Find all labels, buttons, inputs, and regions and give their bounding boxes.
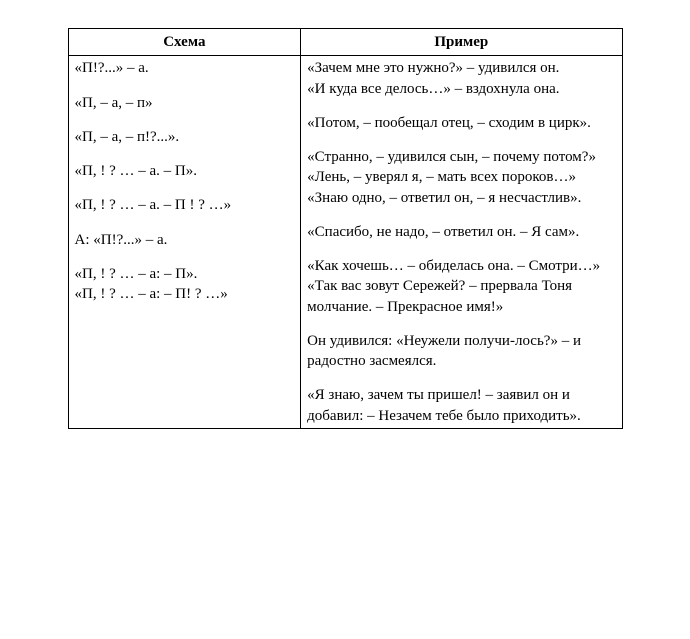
example-line: «Странно, – удивился сын, – почему потом… [307, 147, 615, 167]
example-block: «Зачем мне это нужно?» – удивился он.«И … [307, 58, 615, 99]
example-line: «Так вас зовут Сережей? – прервала Тоня … [307, 276, 615, 317]
punctuation-table-container: Схема Пример «П!?...» – а.«П, – а, – п»«… [68, 28, 623, 429]
example-line: «Лень, – уверял я, – мать всех пороков…» [307, 167, 615, 187]
schema-block: «П, – а, – п» [75, 93, 295, 113]
schema-block: А: «П!?...» – а. [75, 230, 295, 250]
punctuation-table: Схема Пример «П!?...» – а.«П, – а, – п»«… [68, 28, 623, 429]
example-line: Он удивился: «Неужели получи-лось?» – и … [307, 331, 615, 372]
schema-line: А: «П!?...» – а. [75, 230, 295, 250]
table-body-row: «П!?...» – а. «П, – а, – п» «П, – а, – п!?… [68, 56, 622, 429]
schema-block: «П, ! ? … – а: – П».«П, ! ? … – а: – П! … [75, 264, 295, 305]
example-line: «Как хочешь… – обиделась она. – Смотри…» [307, 256, 615, 276]
example-line: «И куда все делось…» – вздохнула она. [307, 79, 615, 99]
example-line: «Я знаю, зачем ты пришел! – заявил он и … [307, 385, 615, 426]
schema-line: «П, ! ? … – а. – П». [75, 161, 295, 181]
schema-block: «П, ! ? … – а. – П». [75, 161, 295, 181]
example-cell: «Зачем мне это нужно?» – удивился он.«И … [301, 56, 622, 429]
example-block: «Спасибо, не надо, – ответил он. – Я сам… [307, 222, 615, 242]
header-example: Пример [301, 29, 622, 56]
schema-block: «П, ! ? … – а. – П ! ? …» [75, 195, 295, 215]
schema-line: «П, – а, – п!?...». [75, 127, 295, 147]
header-row: Схема Пример [68, 29, 622, 56]
example-block: «Потом, – пообещал отец, – сходим в цирк… [307, 113, 615, 133]
example-block: «Как хочешь… – обиделась она. – Смотри…»… [307, 256, 615, 317]
schema-line: «П, ! ? … – а: – П! ? …» [75, 284, 295, 304]
schema-block: «П, – а, – п!?...». [75, 127, 295, 147]
example-block: «Я знаю, зачем ты пришел! – заявил он и … [307, 385, 615, 426]
example-block: «Странно, – удивился сын, – почему потом… [307, 147, 615, 208]
schema-line: «П!?...» – а. [75, 58, 295, 78]
example-line: «Потом, – пообещал отец, – сходим в цирк… [307, 113, 615, 133]
schema-line: «П, – а, – п» [75, 93, 295, 113]
example-block: Он удивился: «Неужели получи-лось?» – и … [307, 331, 615, 372]
schema-line: «П, ! ? … – а: – П». [75, 264, 295, 284]
example-line: «Спасибо, не надо, – ответил он. – Я сам… [307, 222, 615, 242]
header-schema: Схема [68, 29, 301, 56]
schema-block: «П!?...» – а. [75, 58, 295, 78]
example-line: «Знаю одно, – ответил он, – я несчастлив… [307, 188, 615, 208]
schema-cell: «П!?...» – а. «П, – а, – п» «П, – а, – п!?… [68, 56, 301, 429]
example-line: «Зачем мне это нужно?» – удивился он. [307, 58, 615, 78]
schema-line: «П, ! ? … – а. – П ! ? …» [75, 195, 295, 215]
